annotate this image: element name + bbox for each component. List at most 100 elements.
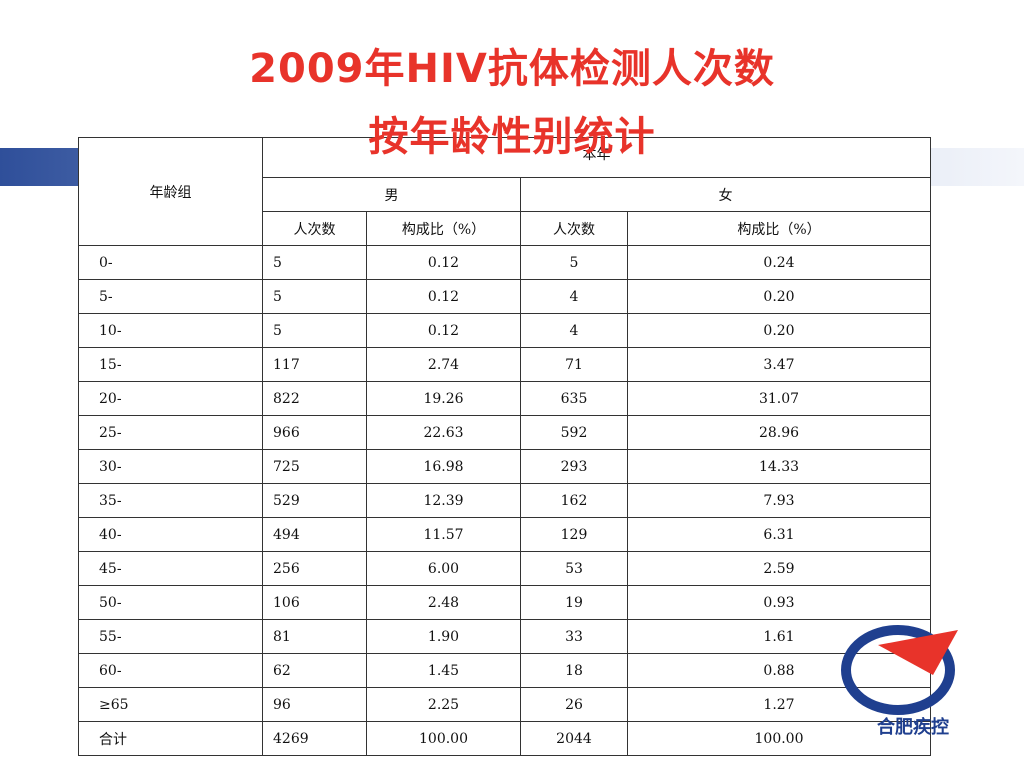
table-row: 50- 106 2.48 19 0.93 bbox=[78, 585, 931, 620]
table-cell: 0.88 bbox=[627, 653, 931, 688]
header-cell: 构成比（%） bbox=[366, 211, 521, 246]
table-cell: 5- bbox=[78, 279, 263, 314]
table-cell: 53 bbox=[520, 551, 628, 586]
table-cell: 0.20 bbox=[627, 313, 931, 348]
table-cell: 11.57 bbox=[366, 517, 521, 552]
table-cell: 50- bbox=[78, 585, 263, 620]
table-cell: 6.00 bbox=[366, 551, 521, 586]
logo: 合肥疾控 bbox=[841, 625, 958, 738]
table-cell: 40- bbox=[78, 517, 263, 552]
table-row: 0- 5 0.12 5 0.24 bbox=[78, 245, 931, 280]
header-cell: 人次数 bbox=[262, 211, 367, 246]
table-cell: 35- bbox=[78, 483, 263, 518]
table-row: 10- 5 0.12 4 0.20 bbox=[78, 313, 931, 348]
table-cell: 45- bbox=[78, 551, 263, 586]
table-cell: 100.00 bbox=[366, 721, 521, 756]
table-cell: 100.00 bbox=[627, 721, 931, 756]
header-cell: 构成比（%） bbox=[627, 211, 931, 246]
table-cell: 1.45 bbox=[366, 653, 521, 688]
table-cell: 725 bbox=[262, 449, 367, 484]
table-cell: 33 bbox=[520, 619, 628, 654]
table-cell: 293 bbox=[520, 449, 628, 484]
table-cell: 25- bbox=[78, 415, 263, 450]
table-cell: 5 bbox=[262, 313, 367, 348]
table-row: 60- 62 1.45 18 0.88 bbox=[78, 653, 931, 688]
table-cell: 0.93 bbox=[627, 585, 931, 620]
table-cell: 81 bbox=[262, 619, 367, 654]
table-cell: 2.48 bbox=[366, 585, 521, 620]
table-cell: 0.20 bbox=[627, 279, 931, 314]
table-cell: 0.12 bbox=[366, 313, 521, 348]
table-cell: 635 bbox=[520, 381, 628, 416]
table-cell: 966 bbox=[262, 415, 367, 450]
table-cell: 4269 bbox=[262, 721, 367, 756]
table-cell: 20- bbox=[78, 381, 263, 416]
table-cell: 6.31 bbox=[627, 517, 931, 552]
table-cell: 14.33 bbox=[627, 449, 931, 484]
table-row: ≥65 96 2.25 26 1.27 bbox=[78, 687, 931, 722]
title-line1: 2009年HIV抗体检测人次数 bbox=[249, 46, 775, 92]
table-cell: 117 bbox=[262, 347, 367, 382]
logo-mark bbox=[878, 630, 958, 675]
logo-ring bbox=[841, 625, 955, 715]
table-cell: 22.63 bbox=[366, 415, 521, 450]
table-cell: 494 bbox=[262, 517, 367, 552]
table-cell: 10- bbox=[78, 313, 263, 348]
table-cell: 62 bbox=[262, 653, 367, 688]
table-cell: 2.25 bbox=[366, 687, 521, 722]
logo-text: 合肥疾控 bbox=[877, 716, 949, 738]
table-cell: ≥65 bbox=[78, 687, 263, 722]
table-row: 35- 529 12.39 162 7.93 bbox=[78, 483, 931, 518]
table-cell: 55- bbox=[78, 619, 263, 654]
table-row: 20- 822 19.26 635 31.07 bbox=[78, 381, 931, 416]
table-cell: 71 bbox=[520, 347, 628, 382]
table-cell: 12.39 bbox=[366, 483, 521, 518]
table-cell: 5 bbox=[262, 279, 367, 314]
table-cell: 3.47 bbox=[627, 347, 931, 382]
header-cell: 男 bbox=[262, 177, 521, 212]
table-cell: 15- bbox=[78, 347, 263, 382]
table-row: 40- 494 11.57 129 6.31 bbox=[78, 517, 931, 552]
table-cell: 0- bbox=[78, 245, 263, 280]
table-cell: 529 bbox=[262, 483, 367, 518]
header-cell: 女 bbox=[520, 177, 931, 212]
table-cell: 822 bbox=[262, 381, 367, 416]
table-cell: 26 bbox=[520, 687, 628, 722]
table-cell: 5 bbox=[520, 245, 628, 280]
table-cell: 30- bbox=[78, 449, 263, 484]
table-cell: 4 bbox=[520, 313, 628, 348]
table-cell: 1.90 bbox=[366, 619, 521, 654]
table-cell: 0.12 bbox=[366, 279, 521, 314]
table-cell: 592 bbox=[520, 415, 628, 450]
table-cell: 16.98 bbox=[366, 449, 521, 484]
table-cell: 19 bbox=[520, 585, 628, 620]
table-cell: 2.59 bbox=[627, 551, 931, 586]
table-row: 5- 5 0.12 4 0.20 bbox=[78, 279, 931, 314]
table-cell: 2044 bbox=[520, 721, 628, 756]
header-cell: 本年 bbox=[262, 137, 931, 178]
table-row: 55- 81 1.90 33 1.61 bbox=[78, 619, 931, 654]
table-cell: 18 bbox=[520, 653, 628, 688]
table-cell: 2.74 bbox=[366, 347, 521, 382]
table-row: 30- 725 16.98 293 14.33 bbox=[78, 449, 931, 484]
table-cell: 28.96 bbox=[627, 415, 931, 450]
table-cell: 31.07 bbox=[627, 381, 931, 416]
table-cell: 0.12 bbox=[366, 245, 521, 280]
header-cell: 年龄组 bbox=[78, 137, 263, 246]
title-line2: 按年龄性别统计 bbox=[368, 114, 656, 160]
table-row: 合计 4269 100.00 2044 100.00 bbox=[78, 721, 931, 756]
table-cell: 96 bbox=[262, 687, 367, 722]
table-cell: 106 bbox=[262, 585, 367, 620]
table-cell: 162 bbox=[520, 483, 628, 518]
table-row: 25- 966 22.63 592 28.96 bbox=[78, 415, 931, 450]
table-cell: 0.24 bbox=[627, 245, 931, 280]
table-cell: 256 bbox=[262, 551, 367, 586]
data-table: 年龄组 本年 男 女 人次数 构成比（%） 人次数 构成比（%） 0- 5 0.12… bbox=[78, 137, 931, 756]
table-cell: 合计 bbox=[78, 721, 263, 756]
header-cell: 人次数 bbox=[520, 211, 628, 246]
table-row: 45- 256 6.00 53 2.59 bbox=[78, 551, 931, 586]
table-cell: 4 bbox=[520, 279, 628, 314]
table-cell: 5 bbox=[262, 245, 367, 280]
table-cell: 129 bbox=[520, 517, 628, 552]
